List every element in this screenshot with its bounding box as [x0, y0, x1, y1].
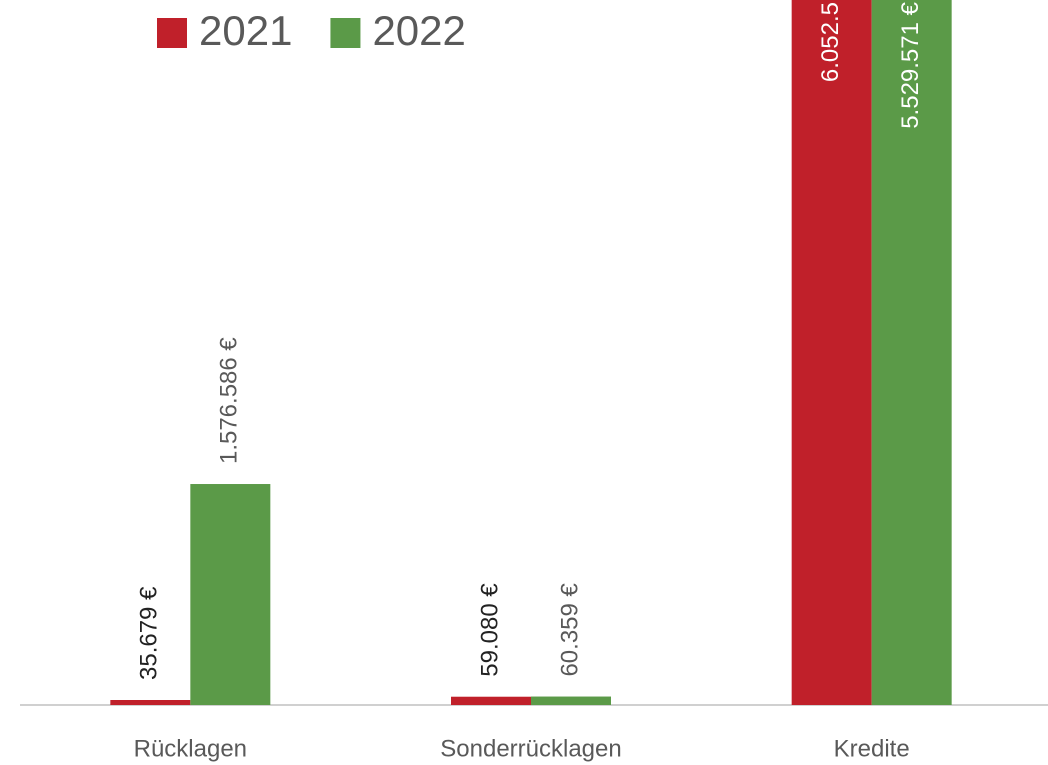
data-label: 35.679 € [136, 586, 163, 680]
bar [451, 696, 531, 705]
x-tick-label: Rücklagen [134, 735, 247, 762]
legend-swatch [330, 18, 361, 48]
x-tick-label: Sonderrücklagen [440, 735, 621, 762]
bar [110, 699, 191, 705]
bar [871, 0, 952, 706]
x-tick-label: Kredite [834, 735, 910, 762]
data-label: 59.080 € [476, 583, 503, 677]
data-label: 60.359 € [556, 582, 583, 676]
bar [190, 484, 271, 705]
legend-label: 2021 [199, 7, 292, 54]
data-label: 5.529.571 € [897, 1, 924, 128]
bar [531, 696, 611, 705]
data-label: 6.052.5 [817, 2, 844, 82]
legend-swatch [157, 18, 187, 48]
legend-label: 2022 [372, 7, 465, 54]
bar [791, 0, 872, 705]
data-label: 1.576.586 € [216, 337, 243, 464]
